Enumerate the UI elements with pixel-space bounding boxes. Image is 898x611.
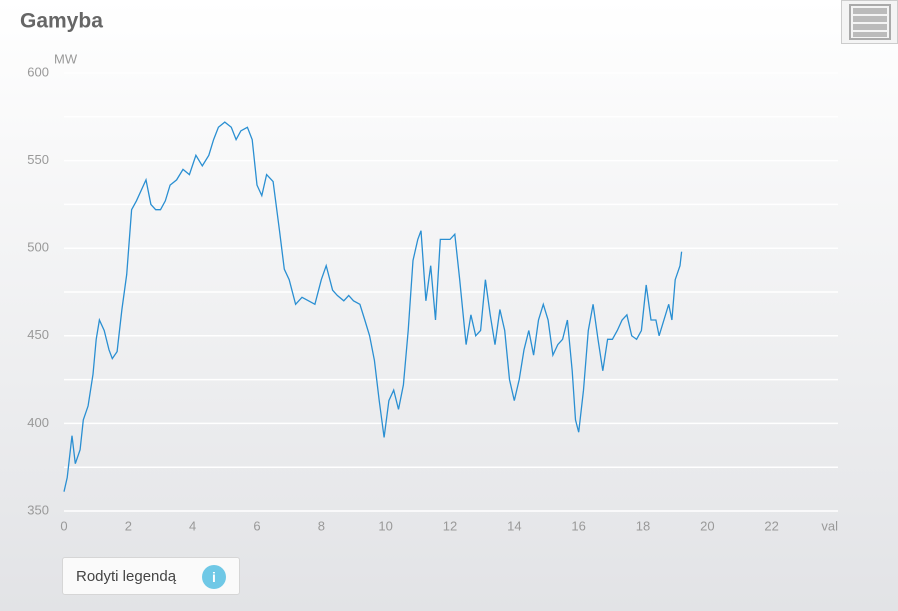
x-tick-label: 18 [636,518,650,533]
chart-title: Gamyba [20,10,103,33]
x-tick-label: 20 [700,518,714,533]
x-tick-label: 16 [571,518,585,533]
x-tick-label: 2 [125,518,132,533]
data-line [63,121,683,492]
y-tick-label: 450 [27,327,49,342]
x-tick-label: 14 [507,518,521,533]
y-tick-label: 400 [27,415,49,430]
menu-icon [849,4,891,40]
y-tick-label: 350 [27,502,49,517]
y-tick-label: 550 [27,152,49,167]
x-tick-label: 6 [253,518,260,533]
info-icon[interactable]: i [202,565,226,589]
x-tick-label: 22 [764,518,778,533]
y-axis-label: MW [54,51,78,66]
x-tick-label: 10 [378,518,392,533]
y-tick-label: 500 [27,240,49,255]
y-tick-label: 600 [27,64,49,79]
x-tick-label: 12 [443,518,457,533]
menu-button[interactable] [841,0,898,44]
x-tick-label: 8 [318,518,325,533]
legend-button[interactable]: Rodyti legendą i [62,557,240,595]
legend-button-label: Rodyti legendą [76,568,177,585]
x-tick-label: 4 [189,518,196,533]
x-axis-label: val [821,518,838,533]
x-tick-label: 0 [60,518,67,533]
